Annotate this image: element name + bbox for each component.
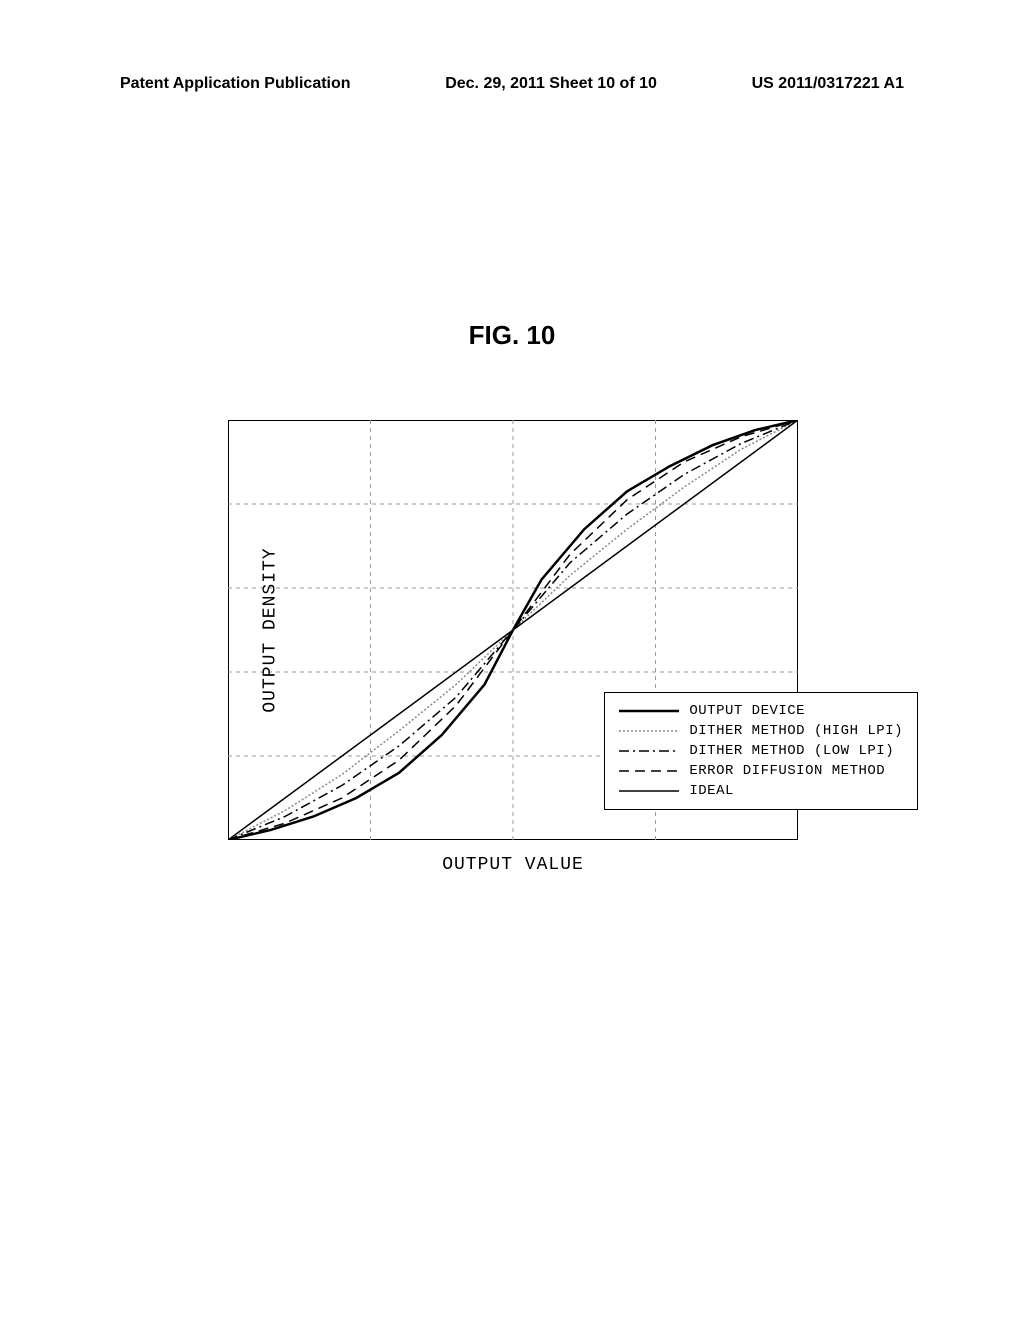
legend-swatch: [619, 784, 679, 798]
legend-label: IDEAL: [689, 783, 734, 799]
legend-item-dither_high: DITHER METHOD (HIGH LPI): [619, 721, 903, 741]
y-axis-label: OUTPUT DENSITY: [261, 547, 281, 712]
legend-swatch: [619, 764, 679, 778]
legend-swatch: [619, 744, 679, 758]
legend-item-dither_low: DITHER METHOD (LOW LPI): [619, 741, 903, 761]
legend-label: DITHER METHOD (LOW LPI): [689, 743, 894, 759]
legend-item-output_device: OUTPUT DEVICE: [619, 701, 903, 721]
header-right: US 2011/0317221 A1: [752, 75, 904, 93]
legend-item-error_diffusion: ERROR DIFFUSION METHOD: [619, 761, 903, 781]
legend-label: OUTPUT DEVICE: [689, 703, 805, 719]
x-axis-label: OUTPUT VALUE: [442, 855, 584, 875]
chart-container: OUTPUT DENSITY OUTPUT VALUE OUTPUT DEVIC…: [228, 420, 798, 840]
legend-item-ideal: IDEAL: [619, 781, 903, 801]
figure-title: FIG. 10: [469, 320, 556, 351]
legend-label: DITHER METHOD (HIGH LPI): [689, 723, 903, 739]
legend-swatch: [619, 724, 679, 738]
chart-legend: OUTPUT DEVICE DITHER METHOD (HIGH LPI) DIT…: [604, 692, 918, 810]
page-header: Patent Application Publication Dec. 29, …: [0, 75, 1024, 93]
legend-label: ERROR DIFFUSION METHOD: [689, 763, 885, 779]
legend-swatch: [619, 704, 679, 718]
header-left: Patent Application Publication: [120, 75, 351, 93]
header-center: Dec. 29, 2011 Sheet 10 of 10: [445, 75, 657, 93]
